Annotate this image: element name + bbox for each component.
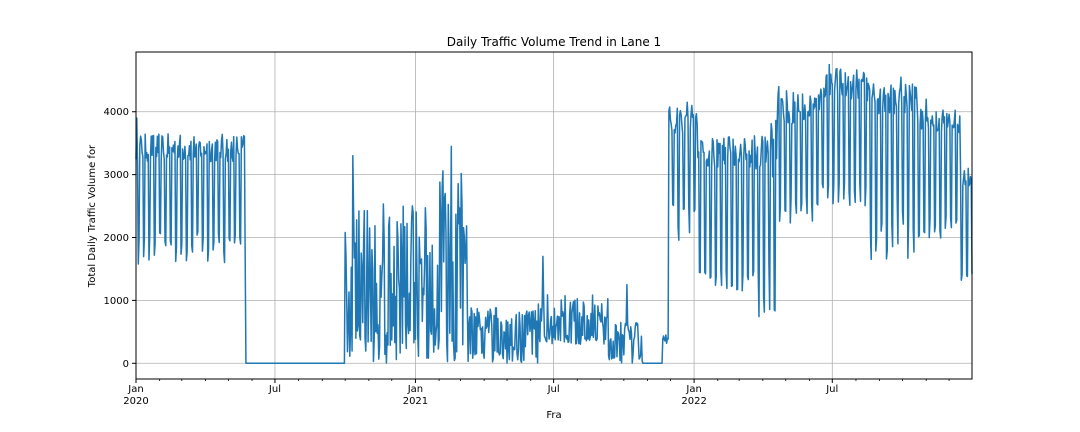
x-tick-year-label: 2021 [403,396,428,407]
y-axis-label: Total Daily Traffic Volume for [87,144,98,288]
x-tick-year-label: 2020 [123,396,148,407]
y-tick-label: 3000 [104,170,129,181]
x-tick-year-label: 2022 [681,396,706,407]
y-tick-label: 2000 [104,233,129,244]
chart-title: Daily Traffic Volume Trend in Lane 1 [447,35,661,49]
y-tick-label: 4000 [104,107,129,118]
x-tick-label: Jan [407,384,423,395]
x-tick-label: Jan [127,384,143,395]
x-tick-label: Jul [547,384,560,395]
x-tick-label: Jul [268,384,281,395]
y-tick-label: 1000 [104,296,129,307]
y-tick-label: 0 [123,359,129,370]
y-axis: 0 1000 2000 3000 4000 [104,107,136,370]
x-tick-label: Jan [685,384,701,395]
x-tick-label: Jul [825,384,838,395]
grid [135,52,972,379]
x-axis-label: Fra [546,410,561,421]
series-line [135,63,973,365]
series-line-group [135,63,973,365]
